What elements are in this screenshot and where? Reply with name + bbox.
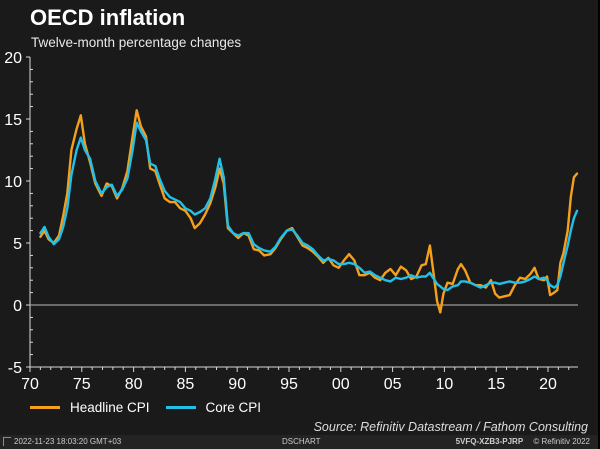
footer-timestamp: 2022-11-23 18:03:20 GMT+03 — [14, 437, 122, 446]
x-tick-label: 00 — [332, 376, 350, 393]
chart-subtitle: Twelve-month percentage changes — [31, 35, 242, 50]
legend-swatch-core — [165, 406, 196, 409]
footer-right: 5VFQ-XZB3-PJRP © Refinitiv 2022 — [456, 437, 590, 446]
series-line-core-cpi — [39, 121, 579, 292]
legend-swatch-headline — [30, 406, 60, 409]
series-line-headline-cpi — [39, 109, 579, 314]
legend-item-headline: Headline CPI — [30, 400, 150, 415]
legend-label-headline: Headline CPI — [70, 400, 150, 415]
x-tick-label: 70 — [21, 376, 39, 393]
y-tick-label: 10 — [4, 174, 22, 191]
x-tick-label: 75 — [73, 376, 91, 393]
window-edge — [598, 0, 600, 449]
y-tick-label: -5 — [8, 360, 22, 377]
footer-code: 5VFQ-XZB3-PJRP — [455, 437, 524, 446]
y-tick-label: 20 — [4, 50, 22, 67]
chart-title: OECD inflation — [30, 5, 186, 30]
x-tick-label: 85 — [177, 376, 195, 393]
footer-copyright: © Refinitiv 2022 — [533, 437, 590, 446]
legend-item-core: Core CPI — [165, 400, 262, 415]
refinitiv-logo-icon — [3, 437, 11, 446]
y-tick-label: 0 — [13, 298, 22, 315]
source-note: Source: Refinitiv Datastream / Fathom Co… — [313, 420, 588, 434]
y-tick-label: 15 — [4, 112, 22, 129]
footer-app-name: DSCHART — [282, 437, 321, 446]
x-tick-label: 20 — [539, 376, 557, 393]
legend: Headline CPI Core CPI — [30, 400, 277, 415]
x-tick-label: 95 — [280, 376, 298, 393]
y-tick-label: 5 — [13, 236, 22, 253]
x-tick-label: 80 — [125, 376, 143, 393]
x-tick-label: 10 — [436, 376, 454, 393]
x-tick-label: 15 — [487, 376, 505, 393]
legend-label-core: Core CPI — [205, 400, 262, 415]
footer-bar: 2022-11-23 18:03:20 GMT+03 DSCHART 5VFQ-… — [0, 435, 600, 449]
series-group — [39, 109, 579, 314]
x-tick-label: 05 — [384, 376, 402, 393]
x-tick-label: 90 — [228, 376, 246, 393]
